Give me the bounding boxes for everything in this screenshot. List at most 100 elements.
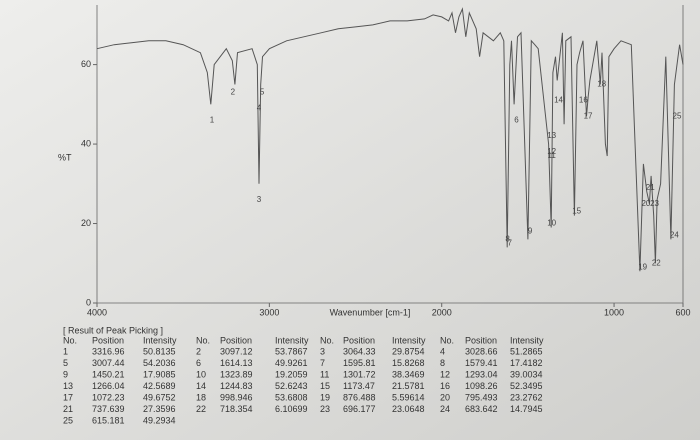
table-cell: 1072.23 bbox=[92, 392, 125, 402]
table-header: Position bbox=[343, 335, 375, 345]
table-header: No. bbox=[196, 335, 210, 345]
table-cell: 3064.33 bbox=[343, 346, 376, 356]
table-header: No. bbox=[440, 335, 454, 345]
peak-label: 6 bbox=[514, 115, 519, 124]
peak-label: 5 bbox=[260, 88, 265, 97]
table-cell: 15 bbox=[320, 381, 330, 391]
peak-label: 20 bbox=[641, 199, 650, 208]
table-header: Position bbox=[220, 335, 252, 345]
table-cell: 1173.47 bbox=[343, 381, 375, 391]
table-cell: 54.2036 bbox=[143, 358, 176, 368]
table-cell: 3097.12 bbox=[220, 346, 253, 356]
table-cell: 52.6243 bbox=[275, 381, 308, 391]
table-cell: 19 bbox=[320, 392, 330, 402]
table-cell: 1323.89 bbox=[220, 369, 253, 379]
x-tick-label: 3000 bbox=[259, 307, 279, 317]
y-tick-label: 20 bbox=[81, 218, 91, 228]
table-cell: 13 bbox=[63, 381, 73, 391]
table-cell: 49.9261 bbox=[275, 358, 308, 368]
table-cell: 14 bbox=[196, 381, 206, 391]
peak-label: 17 bbox=[584, 111, 593, 120]
table-cell: 50.8135 bbox=[143, 346, 176, 356]
table-cell: 795.493 bbox=[465, 392, 498, 402]
table-cell: 25 bbox=[63, 415, 73, 425]
table-cell: 1579.41 bbox=[465, 358, 498, 368]
peak-label: 12 bbox=[547, 147, 556, 156]
table-cell: 1098.26 bbox=[465, 381, 498, 391]
table-cell: 10 bbox=[196, 369, 206, 379]
table-cell: 19.2059 bbox=[275, 369, 308, 379]
table-cell: 49.2934 bbox=[143, 415, 176, 425]
table-cell: 2 bbox=[196, 346, 201, 356]
y-tick-label: 60 bbox=[81, 59, 91, 69]
x-axis-title: Wavenumber [cm-1] bbox=[330, 307, 411, 317]
table-cell: 21.5781 bbox=[392, 381, 425, 391]
table-cell: 29.8754 bbox=[392, 346, 425, 356]
table-cell: 53.6808 bbox=[275, 392, 308, 402]
table-cell: 5 bbox=[63, 358, 68, 368]
table-cell: 16 bbox=[440, 381, 450, 391]
table-cell: 17.9085 bbox=[143, 369, 176, 379]
y-tick-label: 0 bbox=[86, 297, 91, 307]
table-cell: 615.181 bbox=[92, 415, 125, 425]
table-cell: 17.4182 bbox=[510, 358, 543, 368]
peak-label: 22 bbox=[652, 258, 661, 267]
table-cell: 683.642 bbox=[465, 404, 498, 414]
table-header: Intensity bbox=[143, 335, 177, 345]
table-cell: 8 bbox=[440, 358, 445, 368]
x-tick-label: 2000 bbox=[432, 307, 452, 317]
y-axis-title: %T bbox=[58, 152, 72, 162]
table-cell: 17 bbox=[63, 392, 73, 402]
table-cell: 39.0034 bbox=[510, 369, 543, 379]
table-cell: 23 bbox=[320, 404, 330, 414]
table-cell: 27.3596 bbox=[143, 404, 176, 414]
table-cell: 3 bbox=[320, 346, 325, 356]
peak-label: 24 bbox=[670, 231, 679, 240]
x-tick-label: 1000 bbox=[604, 307, 624, 317]
table-cell: 14.7945 bbox=[510, 404, 543, 414]
peak-label: 3 bbox=[257, 195, 262, 204]
peak-label: 4 bbox=[257, 103, 262, 112]
table-cell: 1450.21 bbox=[92, 369, 125, 379]
table-header: Position bbox=[465, 335, 497, 345]
peak-label: 9 bbox=[528, 227, 533, 236]
table-header: No. bbox=[320, 335, 334, 345]
table-cell: 1595.81 bbox=[343, 358, 376, 368]
spectrum-line bbox=[96, 7, 684, 272]
table-cell: 3316.96 bbox=[92, 346, 125, 356]
peak-label: 7 bbox=[508, 239, 513, 248]
table-header: Intensity bbox=[392, 335, 426, 345]
table-cell: 9 bbox=[63, 369, 68, 379]
peak-label: 10 bbox=[547, 219, 556, 228]
table-cell: 718.354 bbox=[220, 404, 253, 414]
peak-label: 23 bbox=[650, 199, 659, 208]
table-header: Intensity bbox=[275, 335, 309, 345]
table-cell: 6.10699 bbox=[275, 404, 308, 414]
peak-label: 21 bbox=[646, 183, 655, 192]
table-cell: 1614.13 bbox=[220, 358, 253, 368]
peak-label: 11 bbox=[548, 151, 557, 160]
peak-label: 2 bbox=[231, 88, 236, 97]
table-cell: 737.639 bbox=[92, 404, 125, 414]
peak-label: 15 bbox=[572, 207, 581, 216]
table-cell: 1244.83 bbox=[220, 381, 253, 391]
table-cell: 12 bbox=[440, 369, 450, 379]
table-cell: 1293.04 bbox=[465, 369, 498, 379]
peak-label: 13 bbox=[547, 131, 556, 140]
table-cell: 51.2865 bbox=[510, 346, 543, 356]
table-cell: 22 bbox=[196, 404, 206, 414]
table-cell: 53.7867 bbox=[275, 346, 308, 356]
table-cell: 3028.66 bbox=[465, 346, 498, 356]
table-cell: 1 bbox=[63, 346, 68, 356]
peak-label: 14 bbox=[554, 95, 563, 104]
table-cell: 21 bbox=[63, 404, 73, 414]
table-cell: 3007.44 bbox=[92, 358, 125, 368]
table-cell: 998.946 bbox=[220, 392, 253, 402]
table-cell: 23.2762 bbox=[510, 392, 543, 402]
table-cell: 696.177 bbox=[343, 404, 376, 414]
y-tick-label: 40 bbox=[81, 138, 91, 148]
table-cell: 7 bbox=[320, 358, 325, 368]
